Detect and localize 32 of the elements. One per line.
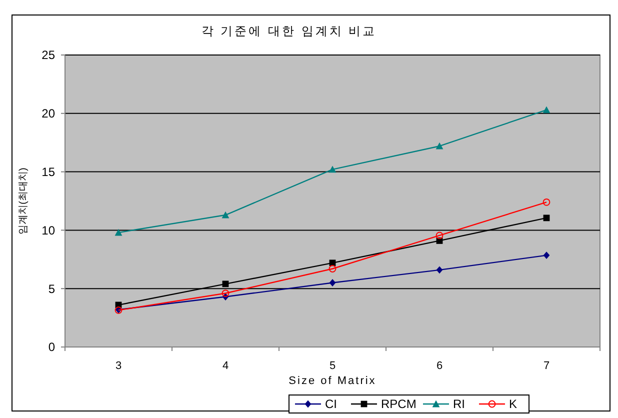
y-tick-label: 20 bbox=[42, 106, 56, 121]
y-tick-label: 25 bbox=[42, 48, 56, 62]
x-tick-label: 6 bbox=[436, 360, 443, 372]
x-axis-title: Size of Matrix bbox=[288, 375, 376, 387]
legend-label: RI bbox=[453, 397, 465, 412]
y-tick-label: 15 bbox=[42, 165, 56, 179]
point bbox=[436, 142, 444, 150]
point bbox=[329, 279, 336, 286]
point bbox=[114, 228, 122, 236]
point bbox=[542, 198, 550, 206]
point bbox=[543, 214, 550, 222]
point bbox=[222, 290, 230, 297]
x-tick-label: 5 bbox=[329, 360, 336, 372]
y-tick-label: 0 bbox=[48, 340, 56, 354]
y-tick-label: 5 bbox=[48, 282, 56, 296]
point bbox=[328, 166, 336, 173]
point bbox=[222, 211, 230, 218]
point bbox=[222, 280, 229, 288]
legend-label: K bbox=[509, 397, 518, 412]
y-axis-title: 임계치(최대치) bbox=[18, 168, 29, 234]
point bbox=[436, 266, 443, 274]
x-tick-label: 4 bbox=[222, 360, 229, 372]
legend-label: RPCM bbox=[381, 397, 416, 412]
point bbox=[436, 232, 444, 240]
legend-label: CI bbox=[325, 397, 337, 412]
y-tick-label: 10 bbox=[42, 223, 56, 238]
point bbox=[328, 265, 336, 272]
chart-title: 각 기준에 대한 임계치 비교 bbox=[201, 24, 377, 38]
x-tick-label: 3 bbox=[115, 360, 122, 372]
point bbox=[542, 106, 550, 114]
x-tick-label: 7 bbox=[543, 360, 550, 372]
point bbox=[543, 252, 550, 260]
